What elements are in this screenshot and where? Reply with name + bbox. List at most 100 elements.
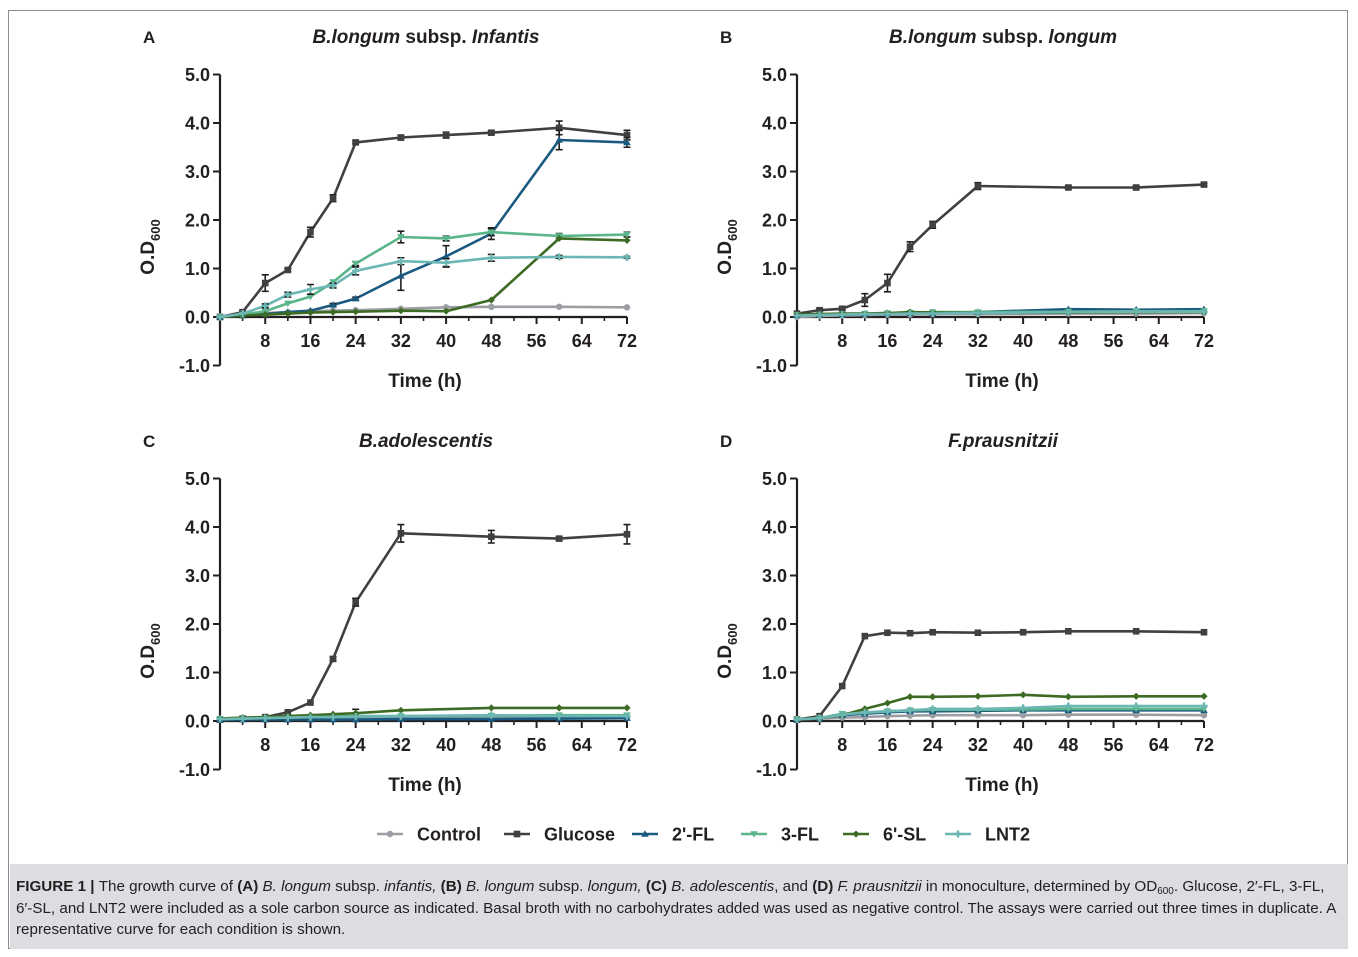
chart-title: B.adolescentis [359, 431, 493, 452]
y-tick-label: 0.0 [762, 712, 787, 732]
y-tick-label: 2.0 [762, 211, 787, 231]
figure-caption: FIGURE 1 | The growth curve of (A) B. lo… [16, 876, 1336, 941]
Glucose-point [307, 228, 314, 236]
y-tick-label: 1.0 [185, 259, 210, 279]
Control-point [386, 830, 394, 838]
2'-FL-point [555, 136, 563, 143]
Glucose-point [397, 530, 405, 537]
Glucose-point [1019, 628, 1027, 636]
LNT2-point [397, 257, 405, 265]
x-tick-label: 32 [391, 735, 411, 755]
y-axis-label-main: O.D [138, 645, 159, 679]
y-tick-label: 1.0 [185, 663, 210, 683]
LNT2-point [793, 311, 801, 320]
LNT2-point [974, 705, 982, 713]
chart-title-part: F.prausnitzii [948, 431, 1059, 452]
series-line [796, 704, 1204, 721]
x-tick-label: 16 [300, 331, 320, 351]
series-glucose [216, 120, 631, 321]
y-tick-label: 0.0 [762, 308, 787, 328]
chart-title: B.longum subsp. longum [889, 27, 1117, 48]
6'-SL-point [352, 308, 360, 316]
series-6-sl [216, 234, 631, 321]
LNT2-point [861, 708, 869, 716]
LNT2-point [1132, 308, 1140, 316]
y-tick-label: 4.0 [185, 518, 210, 538]
LNT2-point [816, 714, 824, 722]
Glucose-point [1132, 184, 1140, 191]
y-axis-label-group: O.D600 [138, 623, 163, 678]
series-glucose [793, 181, 1208, 317]
6'-SL-point [397, 307, 405, 315]
legend-label: 2'-FL [672, 825, 714, 845]
y-tick-label: -1.0 [179, 356, 210, 376]
6'-SL-point [974, 692, 982, 700]
6'-SL-point [555, 234, 563, 243]
x-tick-label: 24 [923, 735, 943, 755]
y-tick-label: 0.0 [185, 308, 210, 328]
3-FL-point [284, 300, 292, 308]
Glucose-point [488, 129, 495, 136]
legend-item-control: Control [377, 825, 481, 845]
6'-SL-point [487, 704, 495, 712]
Glucose-point [352, 598, 359, 606]
LNT2-point [555, 253, 563, 261]
Control-point [488, 303, 495, 311]
LNT2-point [216, 313, 224, 321]
series-line [796, 183, 1205, 315]
series-lnt2 [216, 253, 631, 321]
x-tick-label: 48 [1058, 331, 1078, 351]
x-tick-label: 72 [617, 735, 637, 755]
6'-SL-point [329, 308, 337, 316]
x-tick-label: 64 [1149, 331, 1169, 351]
6'-SL-point [906, 693, 914, 701]
LNT2-point [216, 715, 224, 723]
chart-title-part: subsp. [977, 27, 1049, 48]
LNT2-point [1200, 308, 1208, 316]
y-axis-label: O.D600 [715, 623, 740, 678]
caption-segment: infantis, [384, 878, 437, 895]
y-axis-label-group: O.D600 [138, 219, 163, 274]
Glucose-point [284, 708, 292, 716]
series-line [219, 531, 628, 721]
LNT2-point [623, 712, 631, 720]
figure-frame [8, 10, 1348, 949]
Glucose-point [307, 699, 314, 706]
caption-segment: (B) [440, 878, 462, 895]
3-FL-point [623, 231, 631, 239]
y-tick-label: 2.0 [185, 615, 210, 635]
legend-label: 6'-SL [883, 825, 926, 845]
y-axis-label-subscript: 600 [148, 219, 163, 241]
LNT2-point [352, 267, 360, 275]
Glucose-point [442, 131, 450, 139]
LNT2-point [906, 310, 914, 318]
LNT2-point [442, 259, 450, 267]
x-tick-label: 48 [1058, 735, 1078, 755]
legend-label: 3-FL [781, 825, 819, 845]
y-axis-label-main: O.D [715, 645, 736, 679]
6'-SL-point [487, 296, 495, 304]
LNT2-point [954, 830, 962, 838]
y-axis-label-main: O.D [715, 241, 736, 275]
Glucose-point [838, 682, 846, 690]
legend-item-3-fl: 3-FL [741, 825, 819, 845]
x-tick-label: 16 [300, 735, 320, 755]
x-tick-label: 56 [527, 735, 547, 755]
legend-item-2-fl: 2'-FL [632, 825, 714, 845]
y-axis-label-group: O.D600 [715, 219, 740, 274]
Glucose-point [906, 243, 914, 250]
y-axis-label-main: O.D [138, 241, 159, 275]
y-tick-label: 2.0 [762, 615, 787, 635]
Glucose-point [623, 530, 631, 538]
legend-label: Control [417, 825, 481, 845]
caption-segment: B. longum [466, 878, 535, 895]
caption-segment: subsp. [534, 878, 588, 895]
chart-title-part: B.longum [313, 27, 401, 48]
Glucose-point [929, 221, 936, 229]
x-tick-label: 40 [436, 331, 456, 351]
series-lnt2 [793, 308, 1208, 320]
LNT2-point [1132, 702, 1140, 710]
chart-panel-b: B B.longum subsp. longum 5.0 4.0 3.0 2.0 1.0 0.… [715, 27, 1214, 392]
3-FL-point [442, 235, 450, 243]
LNT2-point [1064, 308, 1072, 316]
